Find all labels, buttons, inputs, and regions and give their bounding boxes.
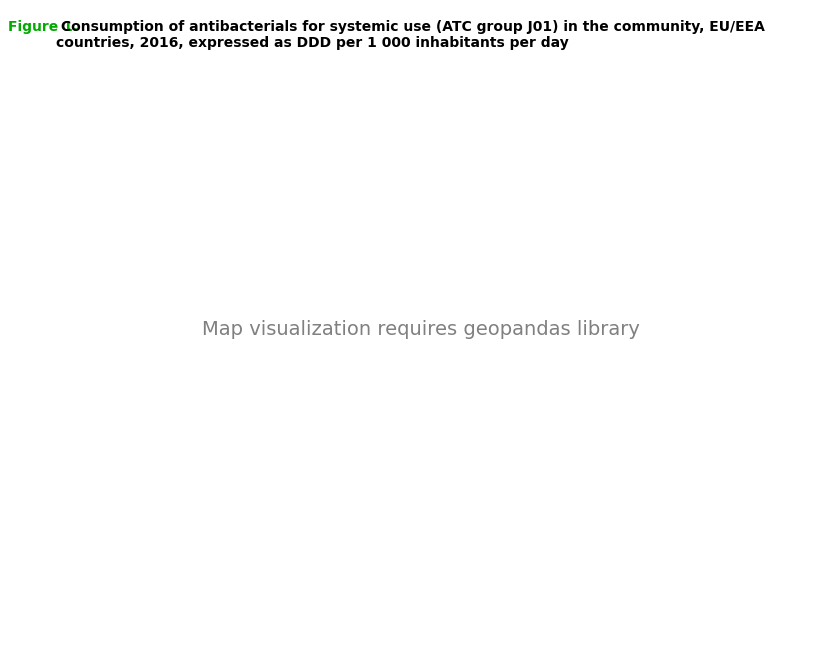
Text: Map visualization requires geopandas library: Map visualization requires geopandas lib… — [202, 320, 640, 340]
Text: Figure 1.: Figure 1. — [8, 20, 78, 33]
Text: Consumption of antibacterials for systemic use (ATC group J01) in the community,: Consumption of antibacterials for system… — [56, 20, 764, 50]
